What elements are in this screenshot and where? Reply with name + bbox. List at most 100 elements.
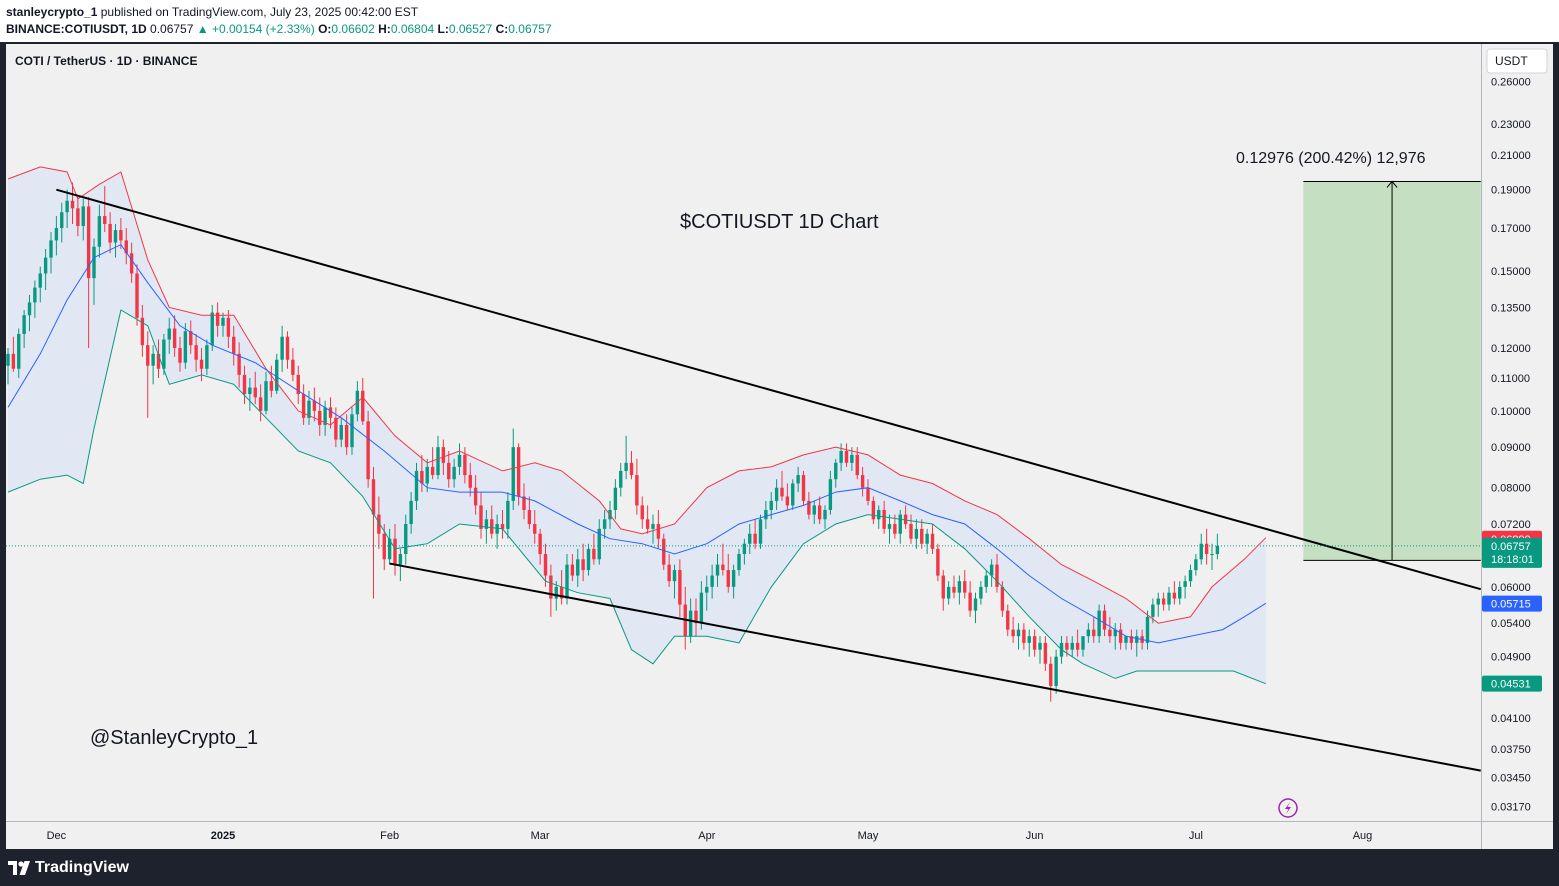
published-text: published on TradingView.com, July 23, 2… — [100, 5, 419, 19]
candle-body — [361, 390, 365, 422]
lightning-icon[interactable] — [1278, 798, 1298, 818]
candle-body — [264, 381, 268, 411]
candle-body — [172, 328, 177, 349]
time-tick-label: Aug — [1353, 830, 1373, 842]
legend-title[interactable]: COTI / TetherUS · 1D · BINANCE — [15, 54, 197, 68]
time-tick-label: Dec — [47, 830, 67, 842]
candle-body — [624, 462, 628, 471]
price-tick-label: 0.06000 — [1491, 582, 1531, 594]
candle-body — [146, 345, 150, 366]
candle-body — [1167, 592, 1171, 605]
close-label: C: — [495, 22, 509, 36]
candle-body — [1081, 636, 1085, 650]
time-tick-label: 2025 — [211, 830, 235, 842]
candle-body — [898, 514, 902, 534]
candle-body — [1161, 598, 1166, 605]
publisher-name[interactable]: stanleycrypto_1 — [6, 5, 98, 19]
publish-header: stanleycrypto_1 published on TradingView… — [0, 0, 1559, 42]
tradingview-brand: TradingView — [35, 859, 129, 876]
time-tick-label: Jun — [1026, 830, 1044, 842]
candle-body — [414, 470, 419, 501]
candle-body — [500, 524, 505, 529]
candle-body — [232, 336, 236, 354]
channel-upper-trendline[interactable] — [56, 188, 1482, 591]
price-tick-label: 0.03450 — [1491, 773, 1531, 785]
chart-label: $COTIUSDT 1D Chart — [680, 211, 879, 233]
candle-body — [291, 359, 295, 375]
candle-body — [1022, 629, 1026, 643]
lightning-icon-ring[interactable] — [1278, 798, 1298, 818]
candle-body — [1118, 629, 1123, 643]
price-tick-label: 0.05400 — [1491, 618, 1531, 630]
candle-body — [425, 466, 429, 484]
symbol-ohlc-line: BINANCE:COTIUSDT, 1D 0.06757 ▲ +0.00154 … — [6, 22, 552, 36]
channel-lower-trendline[interactable] — [389, 562, 1481, 772]
bollinger-fill-layer — [8, 166, 1266, 684]
bollinger-upper-line — [7, 166, 1267, 624]
lightning-icon-bolt[interactable] — [1285, 802, 1291, 814]
candle-body — [350, 414, 354, 448]
candle-body — [307, 400, 311, 418]
candle-body — [113, 230, 118, 243]
candle-body — [156, 353, 161, 369]
candle-body — [129, 253, 134, 274]
candle-body — [339, 424, 343, 440]
footer-bar — [0, 849, 1559, 886]
candle-body — [60, 212, 64, 229]
currency-button-bg[interactable] — [1486, 48, 1548, 74]
candle-body — [753, 533, 757, 544]
candle-body — [318, 410, 322, 425]
candle-body — [463, 454, 467, 476]
lower-band-tag-bg — [1482, 675, 1542, 692]
candle-body — [1086, 629, 1091, 637]
candle-body — [559, 586, 564, 599]
candle-body — [382, 533, 386, 560]
candle-body — [812, 505, 816, 515]
candle-body — [1102, 610, 1107, 630]
candle-body — [769, 500, 773, 510]
change-value: ▲ +0.00154 (+2.33%) — [196, 22, 315, 36]
candle-body — [377, 514, 381, 534]
tradingview-logo[interactable]: TradingView — [8, 858, 129, 878]
candle-body — [844, 451, 849, 463]
candle-body — [807, 500, 811, 515]
candle-body — [479, 505, 483, 529]
candle-body — [925, 533, 929, 544]
price-tick-label: 0.23000 — [1491, 119, 1531, 131]
candle-body — [705, 586, 709, 593]
price-tick-label: 0.26000 — [1491, 77, 1531, 89]
candle-body — [43, 257, 48, 274]
candle-body — [221, 317, 225, 326]
price-axis[interactable]: 0.26000 0.23000 0.21000 0.19000 0.17000 0.150… — [1491, 77, 1531, 814]
currency-label[interactable]: USDT — [1495, 54, 1528, 68]
candle-body — [511, 447, 515, 501]
price-tick-label: 0.04100 — [1491, 713, 1531, 725]
candle-body — [1016, 629, 1021, 637]
candle-body — [1135, 636, 1139, 643]
candle-body — [81, 206, 85, 227]
candle-body — [65, 200, 69, 213]
candle-body — [726, 570, 730, 587]
candle-body — [6, 353, 10, 366]
candle-body — [495, 524, 499, 534]
time-axis[interactable]: Dec 2025 Feb Mar Apr May Jun Jul Aug — [47, 830, 1373, 842]
candle-body — [855, 454, 859, 476]
candle-body — [834, 462, 838, 480]
candle-body — [860, 475, 865, 488]
time-tick-label: Feb — [380, 830, 399, 842]
candles-layer — [6, 182, 1220, 702]
candle-body — [371, 479, 376, 515]
candle-body — [877, 509, 881, 520]
candle-body — [791, 483, 795, 506]
candle-body — [162, 339, 166, 369]
candle-body — [549, 575, 553, 599]
candle-body — [737, 554, 741, 571]
candle-body — [490, 519, 494, 534]
candle-body — [151, 353, 155, 366]
candle-body — [1113, 629, 1117, 637]
candle-body — [1199, 543, 1203, 560]
currency-button[interactable]: USDT — [1486, 48, 1548, 74]
low-label: L: — [437, 22, 449, 36]
candle-body — [484, 519, 489, 529]
